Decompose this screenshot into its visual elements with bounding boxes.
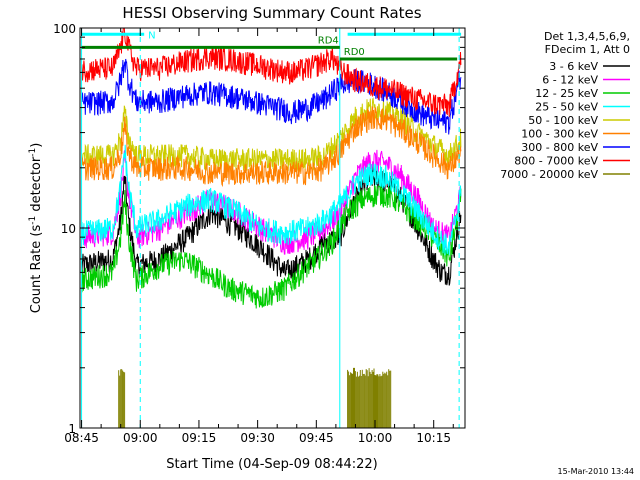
legend-label-1: 6 - 12 keV [542, 74, 598, 87]
x-tick-label: 09:00 [123, 431, 158, 445]
series-line-4 [81, 97, 462, 173]
series-bursts-8-0 [118, 369, 126, 428]
legend-header-line1: Det 1,3,4,5,6,9, [544, 30, 630, 43]
x-tick-label: 09:45 [299, 431, 334, 445]
x-tick-label: 10:00 [358, 431, 393, 445]
x-tick-label: 10:15 [416, 431, 451, 445]
series-line-2 [81, 182, 462, 309]
chart-title: HESSI Observing Summary Count Rates [122, 4, 421, 22]
legend-label-4: 50 - 100 keV [528, 114, 598, 127]
y-tick-label: 100 [53, 22, 76, 36]
y-axis-label-mid: detector [29, 156, 44, 216]
y-axis-label-end: ) [29, 143, 44, 148]
state-bar-label-3: RD0 [344, 47, 365, 58]
legend-label-7: 800 - 7000 keV [514, 155, 598, 168]
legend-label-3: 25 - 50 keV [535, 101, 598, 114]
series-line-5 [81, 106, 462, 188]
series-line-6 [81, 58, 462, 135]
state-bar-label-2: RD4 [318, 35, 339, 46]
x-axis-label: Start Time (04-Sep-09 08:44:22) [166, 457, 377, 472]
legend-label-6: 300 - 800 keV [521, 141, 598, 154]
timestamp: 15-Mar-2010 13:44 [558, 467, 635, 476]
y-axis-label-start: Count Rate (s [29, 225, 44, 314]
series-bursts-8-1 [347, 367, 392, 428]
y-tick-label: 10 [61, 222, 76, 236]
legend-header-line2: FDecim 1, Att 0 [545, 43, 630, 56]
legend: Det 1,3,4,5,6,9, FDecim 1, Att 0 3 - 6 k… [500, 30, 630, 181]
series-line-3 [81, 144, 462, 256]
y-axis-label-sup1: -1 [28, 216, 38, 225]
y-tick-label: 1 [68, 422, 76, 436]
legend-label-5: 100 - 300 keV [521, 128, 598, 141]
y-axis-label: Count Rate (s-1 detector-1) [28, 143, 44, 314]
legend-label-0: 3 - 6 keV [549, 60, 598, 73]
x-tick-label: 09:30 [240, 431, 275, 445]
x-tick-label: 09:15 [182, 431, 217, 445]
series-line-7 [81, 28, 462, 117]
legend-label-8: 7000 - 20000 keV [500, 168, 598, 181]
legend-label-2: 12 - 25 keV [535, 87, 598, 100]
state-bar-label-0: N [148, 30, 155, 41]
y-axis-label-sup2: -1 [28, 148, 38, 157]
x-tick-label: 08:45 [64, 431, 99, 445]
series-line-1 [81, 149, 462, 255]
